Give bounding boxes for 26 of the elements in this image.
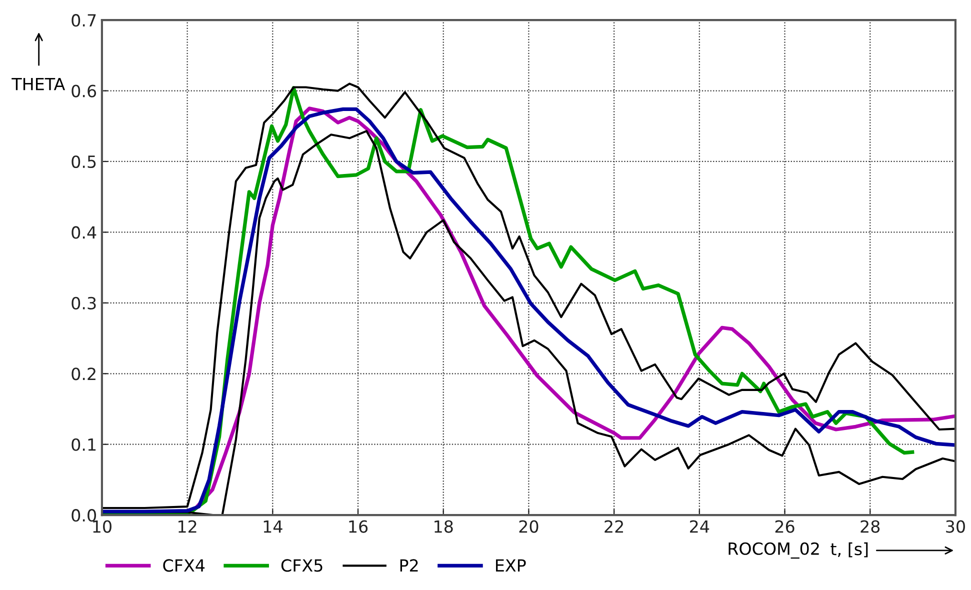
x-tick-label: 28 bbox=[860, 520, 880, 533]
x-tick-label: 12 bbox=[178, 520, 196, 533]
x-tick-label: 10 bbox=[93, 520, 112, 533]
y-tick-label: 0.7 bbox=[72, 14, 96, 27]
legend-label: EXP bbox=[496, 559, 526, 572]
legend-label: CFX5 bbox=[281, 559, 322, 572]
x-axis-title: t, [s] bbox=[830, 542, 868, 558]
x-tick-label: 26 bbox=[775, 520, 794, 533]
x-tick-label: 20 bbox=[519, 520, 538, 533]
y-tick-label: 0.4 bbox=[72, 226, 96, 239]
x-tick-label: 22 bbox=[604, 520, 623, 533]
y-tick-label: 0.2 bbox=[72, 368, 96, 380]
y-tick-label: 0.3 bbox=[72, 296, 96, 310]
y-tick-label: 0.5 bbox=[72, 155, 96, 168]
y-axis-title: THETA bbox=[12, 78, 66, 90]
text: ROCOM_02 bbox=[728, 542, 819, 559]
y-tick-label: 0.6 bbox=[72, 84, 96, 98]
x-tick-label: 16 bbox=[349, 520, 368, 533]
y-tick-label: 0.1 bbox=[72, 438, 96, 451]
x-tick-label: 18 bbox=[434, 520, 453, 533]
legend-label: CFX4 bbox=[163, 559, 205, 572]
x-tick-label: 24 bbox=[690, 520, 710, 533]
legend-label: P2 bbox=[400, 559, 418, 572]
x-tick-label: 14 bbox=[264, 520, 282, 533]
x-tick-label: 30 bbox=[946, 520, 965, 533]
y-tick-label: 0.0 bbox=[72, 509, 96, 522]
